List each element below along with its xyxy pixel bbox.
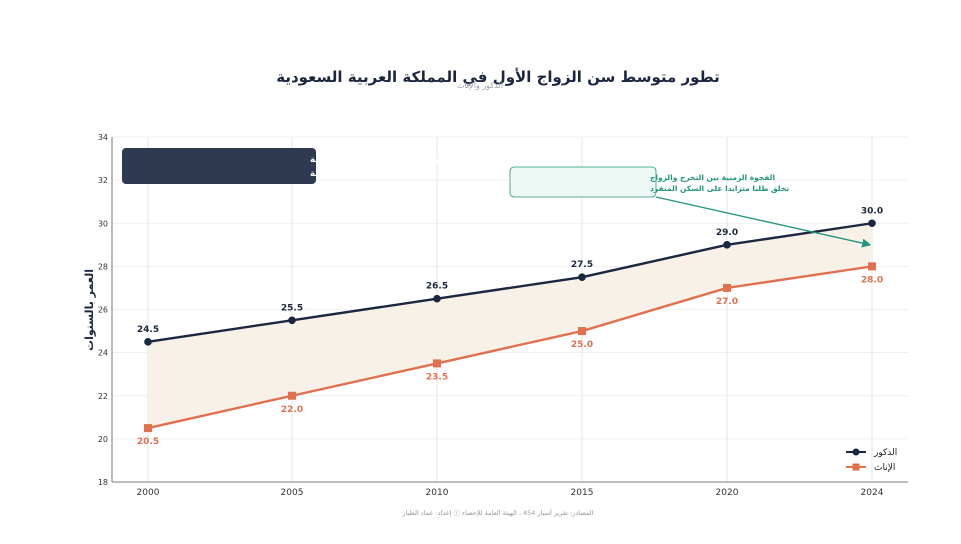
annotation-line-2: تخلق طلبا متزايدا على السكن المنفرد — [650, 184, 789, 193]
annotation-box — [509, 166, 657, 198]
info-box-line-1: ارتفاع سن الزواج للذكور: من 24.5 إلى 30 … — [310, 155, 509, 165]
data-label-females: 22.0 — [281, 405, 303, 415]
y-tick-label: 18 — [98, 478, 108, 487]
annotation-arrow — [655, 196, 872, 248]
legend-item-males: الذكور — [846, 448, 897, 458]
data-label-males: 24.5 — [137, 325, 159, 335]
data-point-females — [433, 359, 441, 368]
legend-label-females: الإناث — [874, 463, 895, 473]
data-labels: 24.5 25.5 26.5 27.5 29.0 30.0 20.5 22.0 23.5 25.0… — [137, 206, 883, 447]
data-point-males — [723, 241, 731, 249]
y-tick-label: 34 — [98, 133, 108, 142]
y-tick-label: 22 — [98, 392, 108, 401]
data-point-males — [288, 316, 296, 325]
y-tick-label: 26 — [98, 306, 108, 315]
gap-fill-area — [148, 223, 872, 429]
source-note: إعداد: عماد الطيار ⓘ المصادر: تقرير أسبا… — [402, 508, 594, 517]
legend-marker-males — [852, 448, 860, 456]
data-label-females: 20.5 — [137, 437, 159, 447]
data-label-males: 25.5 — [281, 303, 303, 313]
info-box-background — [122, 148, 316, 184]
data-point-males — [868, 219, 876, 228]
y-tick-label: 32 — [98, 176, 108, 185]
data-point-females — [288, 391, 296, 400]
x-tick-label: 2000 — [137, 488, 160, 498]
y-tick-label: 30 — [98, 219, 108, 228]
y-tick-label: 20 — [98, 435, 108, 444]
data-label-females: 25.0 — [571, 340, 593, 350]
series-line-females — [147, 265, 873, 430]
chart-title: تطور متوسط سن الزواج الأول في المملكة ال… — [276, 68, 720, 86]
data-label-females: 27.0 — [716, 297, 738, 307]
legend-label-males: الذكور — [873, 448, 897, 458]
info-box-line-2: ارتفاع سن الزواج للإناث: من 20.5 إلى 28 … — [310, 169, 507, 179]
y-tick-label: 28 — [98, 262, 108, 271]
data-point-females — [578, 327, 586, 336]
data-label-females: 28.0 — [861, 275, 883, 285]
data-label-males: 30.0 — [861, 206, 883, 216]
data-point-females — [868, 262, 876, 271]
x-tick-label: 2015 — [571, 488, 594, 498]
series-line-males — [147, 222, 873, 344]
data-point-females — [723, 283, 731, 292]
data-label-males: 26.5 — [426, 282, 448, 292]
data-point-females — [144, 424, 152, 433]
annotation-line-1: الفجوة الزمنية بين التخرج والزواج — [650, 173, 775, 182]
axes: 18 20 22 24 26 28 30 32 34 2000 2005 2010 2015 2020 20… — [98, 133, 908, 498]
data-point-males — [144, 338, 152, 346]
data-label-males: 27.5 — [571, 260, 593, 270]
data-point-males — [578, 273, 586, 281]
x-tick-label: 2010 — [426, 488, 449, 498]
legend: الذكور الإناث — [846, 448, 897, 473]
info-box: ارتفاع سن الزواج للذكور: من 24.5 إلى 30 … — [122, 148, 509, 184]
annotation: الفجوة الزمنية بين التخرج والزواج تخلق ط… — [509, 166, 872, 248]
x-tick-label: 2024 — [861, 488, 884, 498]
legend-marker-females — [852, 463, 860, 471]
data-label-males: 29.0 — [716, 228, 738, 238]
y-axis-label: العمر بالسنوات — [83, 269, 96, 351]
chart-subtitle: الذكور والإناث — [457, 81, 503, 91]
data-label-females: 23.5 — [426, 372, 448, 382]
legend-item-females: الإناث — [846, 463, 895, 473]
x-tick-label: 2005 — [281, 488, 304, 498]
series-layer — [144, 219, 876, 433]
x-tick-label: 2020 — [716, 488, 739, 498]
y-tick-label: 24 — [98, 349, 108, 358]
data-point-males — [433, 294, 441, 303]
